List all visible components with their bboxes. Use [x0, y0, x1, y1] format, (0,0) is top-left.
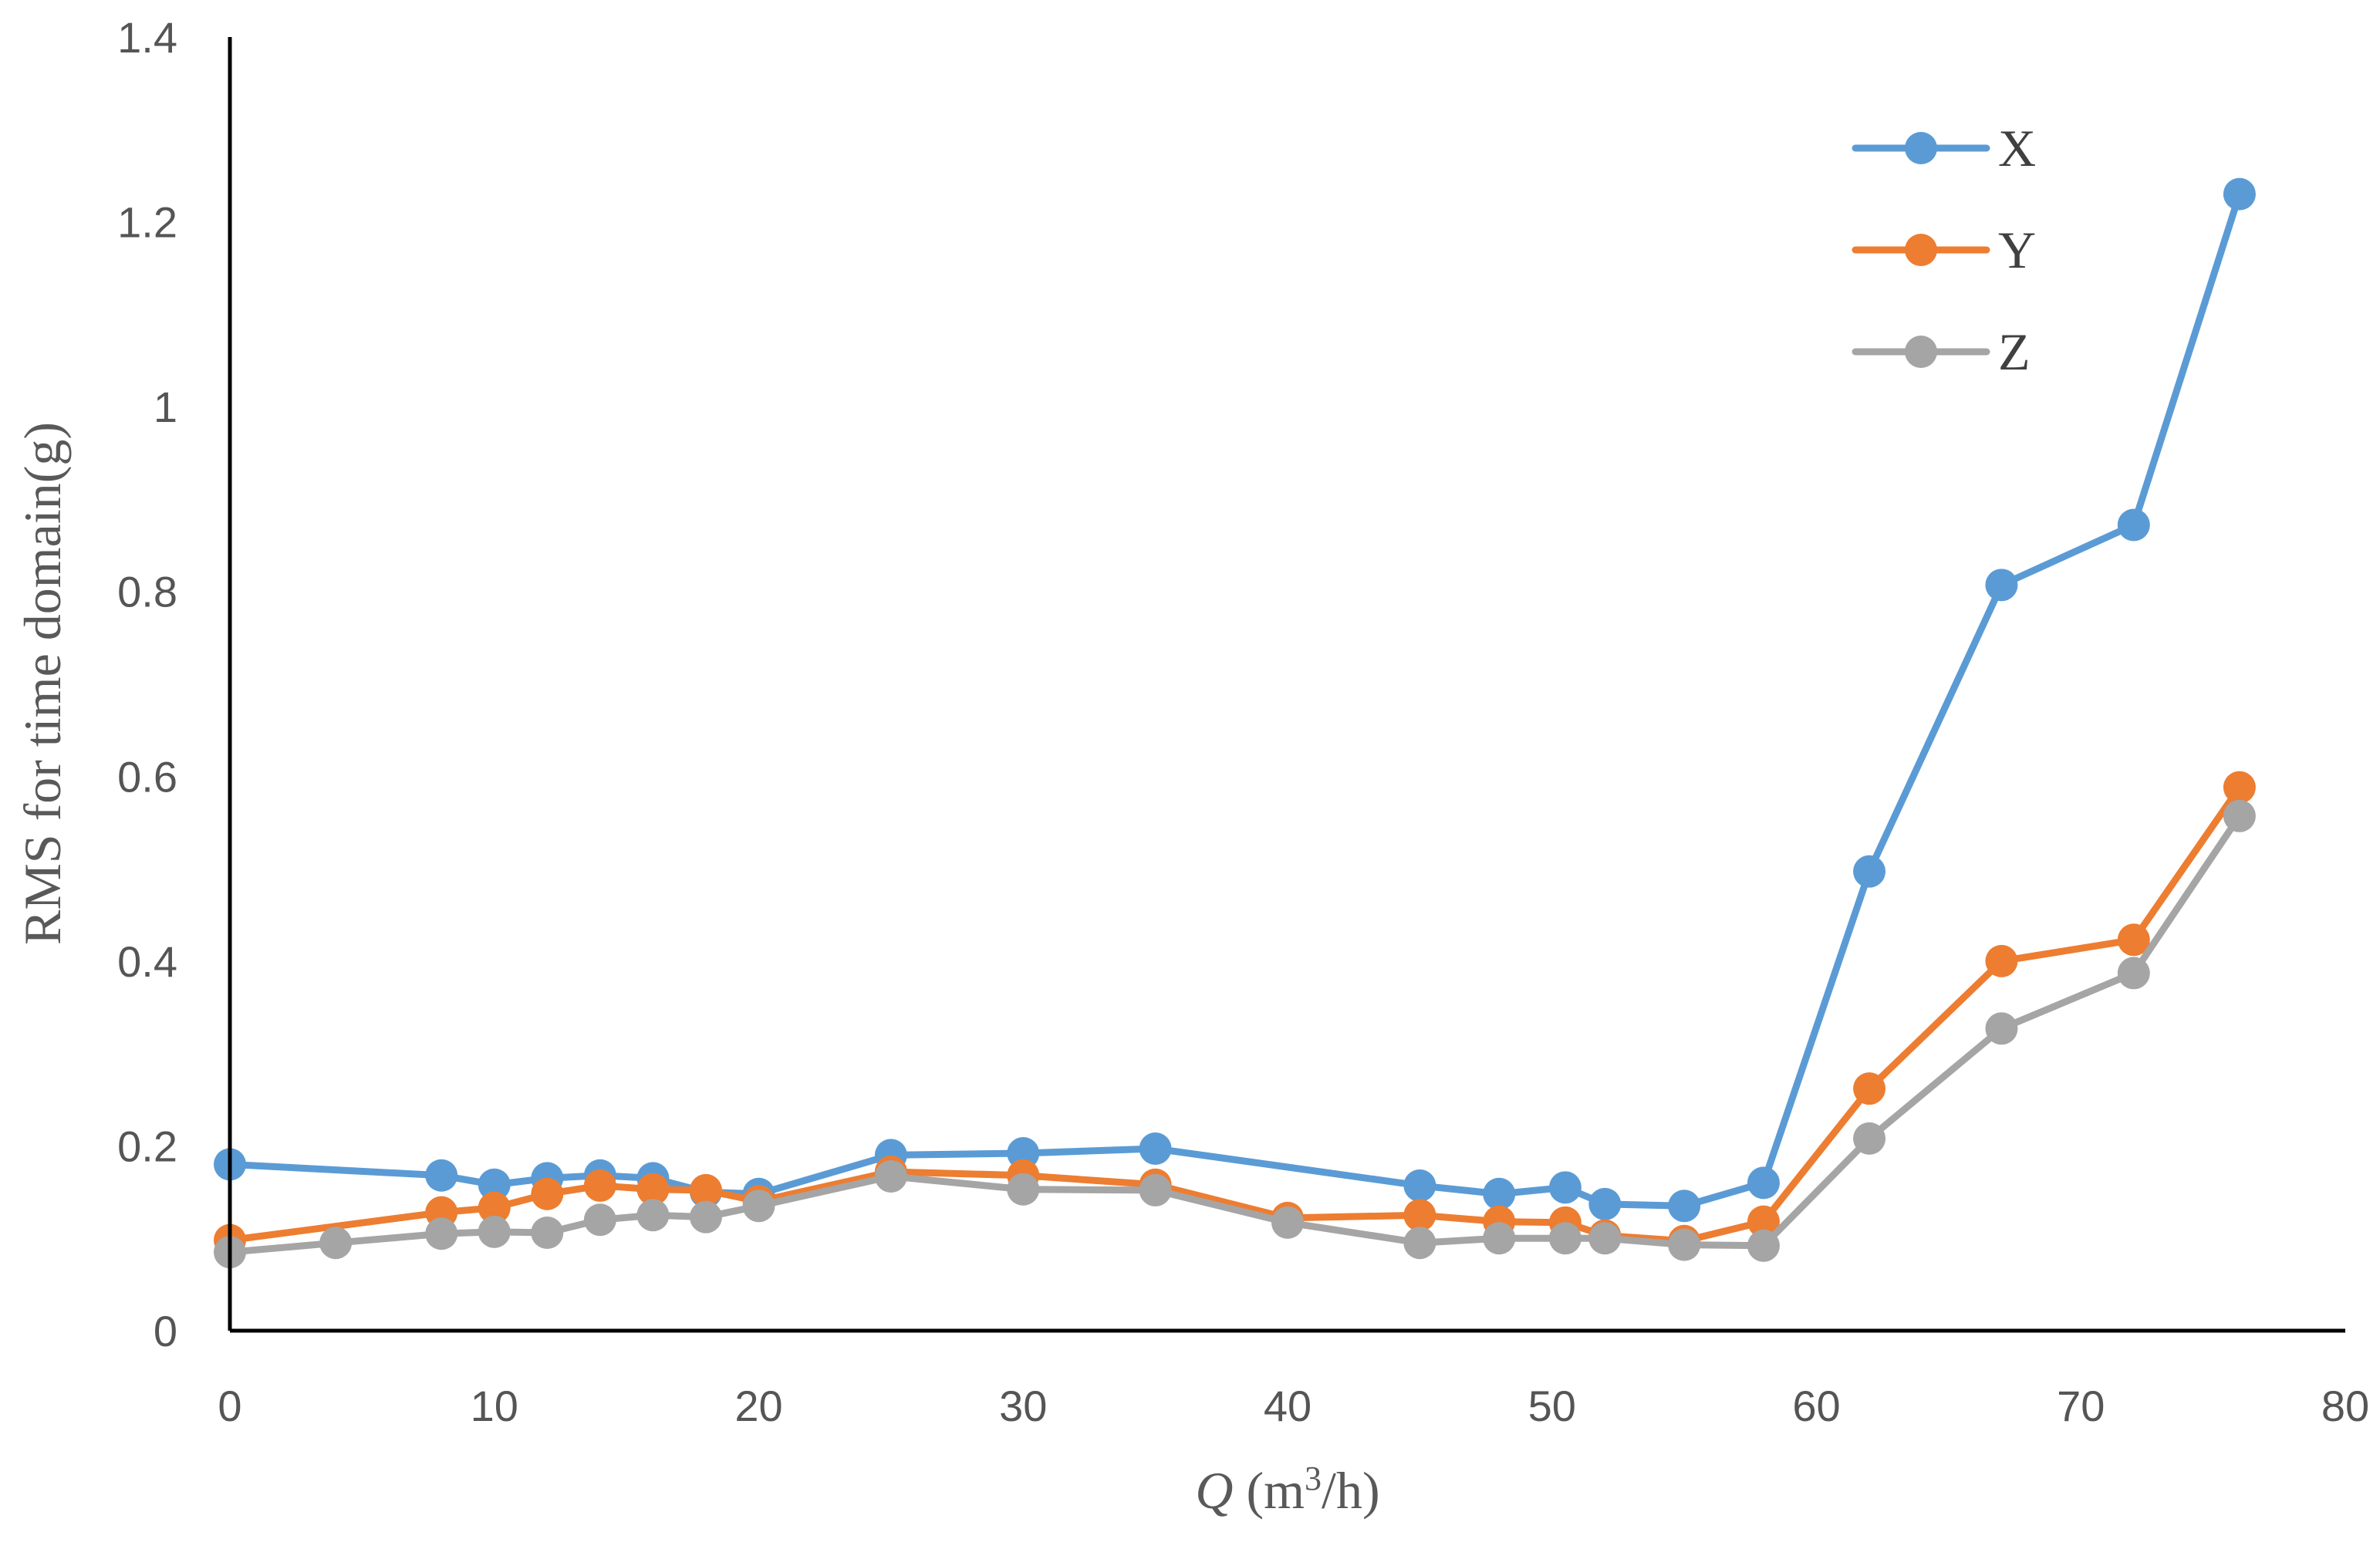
y-tick-label: 0.6 [117, 752, 177, 801]
data-point-x [1007, 1137, 1040, 1170]
x-tick-label: 70 [2057, 1382, 2105, 1430]
data-point-x [1985, 569, 2018, 602]
data-point-x [1588, 1187, 1622, 1220]
x-tick-label: 20 [734, 1382, 782, 1430]
legend: XYZ [1852, 119, 2036, 381]
series-z [214, 799, 2256, 1269]
y-axis-label: RMS for time domain(g) [13, 422, 72, 945]
data-point-x [2223, 177, 2256, 211]
data-point-z [425, 1217, 458, 1250]
data-point-x [1548, 1171, 1582, 1204]
x-tick-label: 40 [1264, 1382, 1312, 1430]
data-point-z [1985, 1012, 2018, 1045]
data-point-z [531, 1217, 564, 1250]
data-point-z [636, 1199, 670, 1232]
y-tick-label: 1 [154, 383, 177, 431]
data-point-z [1668, 1228, 1701, 1261]
data-point-x [1403, 1169, 1436, 1202]
y-tick-label: 1.2 [117, 198, 177, 247]
data-point-x [1747, 1166, 1780, 1200]
x-axis-label-unit-post: /h) [1322, 1461, 1380, 1520]
x-axis-label-symbol: Q [1195, 1461, 1233, 1520]
data-point-z [319, 1227, 353, 1260]
x-axis-label-unit-pre: (m [1234, 1461, 1305, 1520]
data-point-z [2223, 799, 2256, 832]
data-point-z [1139, 1173, 1172, 1206]
legend-label: X [1998, 119, 2036, 177]
data-point-z [478, 1215, 511, 1248]
series-layer [214, 177, 2256, 1269]
data-point-z [1548, 1222, 1582, 1255]
series-y [214, 771, 2256, 1257]
series-line-y [226, 784, 2243, 1245]
y-tick-label: 0 [154, 1307, 177, 1355]
data-point-z [1007, 1173, 1040, 1206]
x-tick-label: 10 [471, 1382, 518, 1430]
data-point-z [583, 1203, 616, 1237]
y-tick-label: 0.4 [117, 937, 177, 986]
data-point-z [1271, 1206, 1304, 1239]
x-tick-label: 30 [999, 1382, 1047, 1430]
data-point-y [636, 1173, 670, 1206]
data-point-y [1985, 944, 2018, 977]
data-point-z [742, 1190, 775, 1223]
y-tick-label: 0.2 [117, 1122, 177, 1170]
data-point-y [689, 1173, 722, 1206]
data-point-x [2117, 508, 2150, 542]
y-tick-labels: 0 0.2 0.4 0.6 0.8 1 1.2 1.4 [117, 13, 177, 1355]
x-tick-label: 60 [1792, 1382, 1840, 1430]
data-point-z [874, 1159, 907, 1193]
data-point-y [478, 1191, 511, 1224]
data-point-x [1483, 1177, 1516, 1210]
x-axis-label: Q (m3/h) [1195, 1460, 1379, 1520]
legend-label: Y [1998, 221, 2036, 279]
legend-label: Z [1998, 322, 2031, 381]
data-point-x [1853, 855, 1886, 888]
x-tick-labels: 0 10 20 30 40 50 60 70 80 [218, 1382, 2369, 1430]
data-point-x [1668, 1190, 1701, 1223]
data-point-z [1403, 1227, 1436, 1260]
data-point-y [583, 1169, 616, 1202]
data-point-z [1853, 1122, 1886, 1155]
data-point-y [2223, 771, 2256, 804]
legend-swatch-marker [1905, 234, 1937, 266]
legend-swatch-marker [1905, 132, 1937, 164]
data-point-z [689, 1200, 722, 1233]
data-point-x [478, 1168, 511, 1201]
legend-swatch-marker [1905, 336, 1937, 368]
legend-item-y: Y [1852, 221, 2036, 279]
data-point-y [531, 1177, 564, 1210]
x-tick-label: 50 [1528, 1382, 1576, 1430]
data-point-z [1588, 1222, 1622, 1255]
data-point-z [2117, 957, 2150, 990]
x-axis-label-superscript: 3 [1305, 1460, 1322, 1497]
data-point-y [1403, 1199, 1436, 1232]
y-tick-label: 0.8 [117, 568, 177, 616]
data-point-y [1853, 1072, 1886, 1105]
data-point-y [2117, 923, 2150, 957]
y-tick-label: 1.4 [117, 13, 177, 62]
data-point-y [1747, 1205, 1780, 1238]
legend-item-x: X [1852, 119, 2036, 177]
data-point-x [1139, 1132, 1172, 1166]
x-tick-label: 80 [2321, 1382, 2369, 1430]
data-point-z [1483, 1222, 1516, 1255]
data-point-z [1747, 1229, 1780, 1262]
x-tick-label: 0 [218, 1382, 241, 1430]
legend-item-z: Z [1852, 322, 2031, 381]
data-point-x [425, 1159, 458, 1192]
